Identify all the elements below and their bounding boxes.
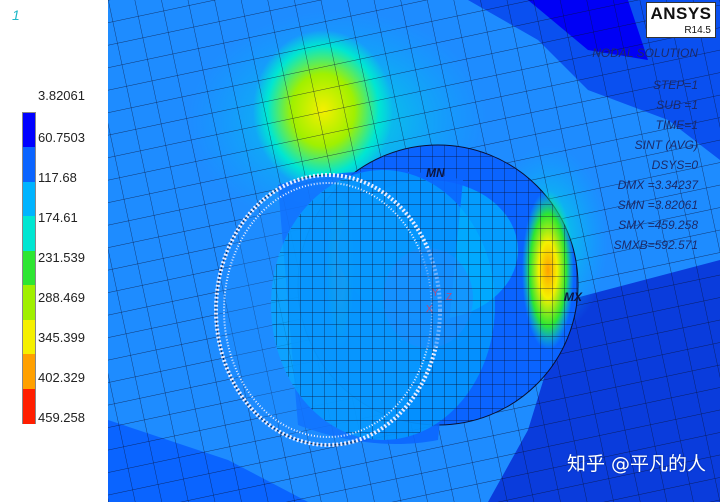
legend-value: 3.82061 — [38, 88, 85, 103]
solution-step: STEP=1 — [652, 78, 698, 92]
triad-y-axis: Y — [432, 288, 439, 299]
ansys-release: R14.5 — [684, 25, 711, 36]
ansys-logo: ANSYS R14.5 — [646, 2, 716, 38]
legend-value: 174.61 — [38, 210, 78, 225]
legend-swatch — [23, 147, 35, 183]
solution-time: TIME=1 — [655, 118, 698, 132]
legend-swatch — [23, 319, 35, 355]
triad-z-axis: Z — [446, 292, 453, 303]
legend-swatch — [23, 113, 35, 148]
legend-swatch — [23, 250, 35, 286]
legend-swatch — [23, 388, 35, 424]
legend-value: 402.329 — [38, 370, 85, 385]
fea-contour-plot — [108, 0, 720, 502]
legend-value: 60.7503 — [38, 130, 85, 145]
watermark-text: 知乎 @平凡的人 — [566, 453, 706, 475]
contour-legend: 3.82061 60.7503 117.68 174.61 231.539 28… — [20, 88, 110, 433]
ansys-logo-text: ANSYS — [650, 4, 712, 23]
solution-smn: SMN =3.82061 — [617, 198, 698, 212]
legend-value: 117.68 — [38, 170, 77, 185]
solution-dsys: DSYS=0 — [651, 158, 698, 172]
legend-value: 345.399 — [38, 330, 85, 345]
max-marker: MX — [564, 290, 582, 304]
legend-swatch — [23, 181, 35, 217]
bushing-mesh — [271, 170, 495, 440]
legend-color-bar — [22, 112, 36, 424]
solution-result: SINT (AVG) — [634, 138, 698, 152]
legend-value: 288.469 — [38, 290, 85, 305]
legend-value: 459.258 — [38, 410, 85, 425]
min-marker: MN — [426, 166, 445, 180]
solution-sub: SUB =1 — [656, 98, 698, 112]
solution-smx: SMX =459.258 — [618, 218, 698, 232]
triad-x-axis: X — [426, 304, 433, 315]
legend-swatch — [23, 285, 35, 321]
solution-dmx: DMX =3.34237 — [617, 178, 698, 192]
coordinate-triad: Y Z X — [422, 286, 462, 326]
model-viewport[interactable]: MN MX Y Z X ANSYS R14.5 NODAL SOLUTION S… — [108, 0, 720, 502]
legend-value: 231.539 — [38, 250, 85, 265]
legend-swatch — [23, 216, 35, 252]
bore-far-mesh — [383, 248, 473, 348]
legend-swatch — [23, 354, 35, 390]
solution-title: NODAL SOLUTION — [592, 46, 698, 60]
solution-smxb: SMXB=592.571 — [613, 238, 698, 252]
window-number: 1 — [12, 7, 20, 23]
